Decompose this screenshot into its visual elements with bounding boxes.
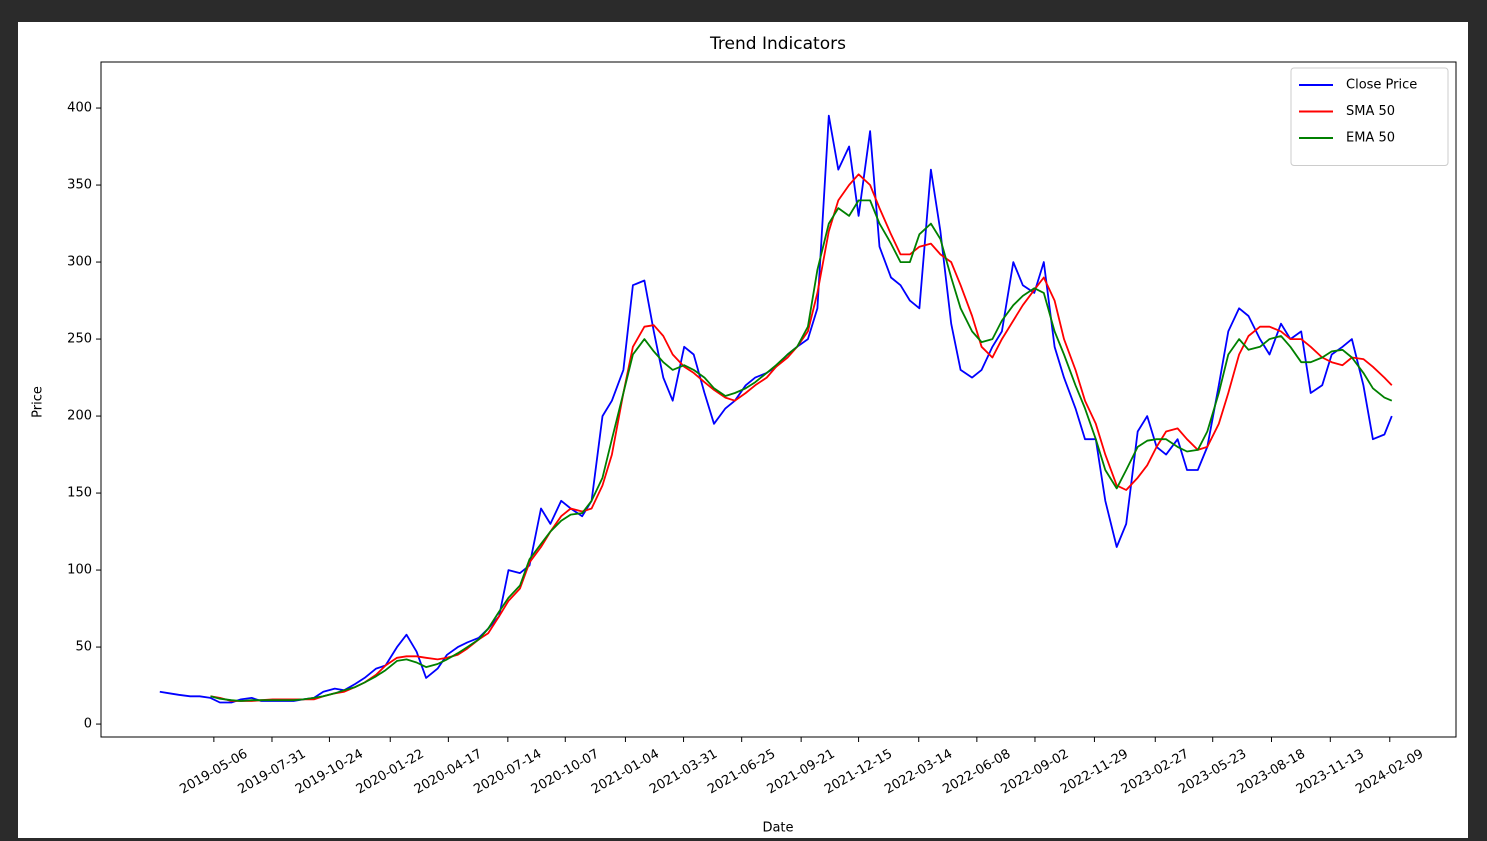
y-tick-label: 350 (67, 178, 92, 193)
legend-label: SMA 50 (1346, 104, 1395, 119)
legend-label: Close Price (1346, 78, 1417, 93)
series-line (210, 173, 1393, 702)
y-tick-label: 300 (67, 255, 92, 270)
series-line (210, 199, 1393, 702)
y-tick-label: 400 (67, 101, 92, 116)
legend-box (1290, 67, 1449, 166)
y-tick-label: 150 (67, 486, 92, 501)
axes-frame (100, 61, 1457, 738)
y-tick-label: 200 (67, 409, 92, 424)
y-axis-label: Price (31, 386, 46, 418)
legend-label: EMA 50 (1346, 131, 1395, 146)
figure (18, 22, 1468, 838)
y-tick-label: 50 (75, 640, 92, 655)
y-tick-label: 0 (84, 717, 92, 732)
y-tick-label: 250 (67, 332, 92, 347)
x-axis-label: Date (762, 821, 793, 836)
chart-title: Trend Indicators (709, 34, 846, 54)
y-tick-label: 100 (67, 563, 92, 578)
